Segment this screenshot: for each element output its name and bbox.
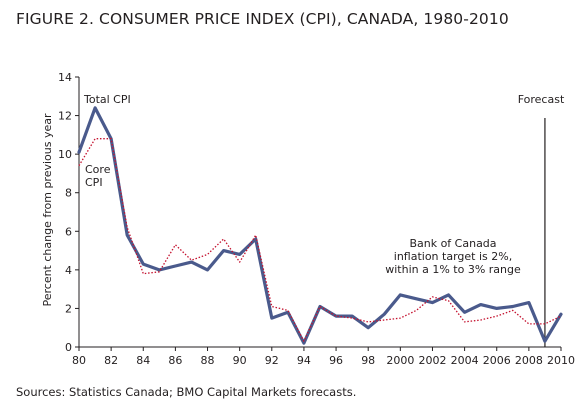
target-note-line2: inflation target is 2%, [394,250,512,263]
x-tick-label: 84 [136,354,150,367]
x-tick-label: 2002 [418,354,446,367]
total-cpi-label: Total CPI [83,93,131,106]
forecast-label: Forecast [518,93,565,106]
core-cpi-label-line2: CPI [85,176,103,189]
x-tick-label: 96 [329,354,343,367]
y-tick-label: 10 [58,148,72,161]
y-tick-label: 6 [65,225,72,238]
x-tick-label: 88 [201,354,215,367]
y-tick-label: 12 [58,110,72,123]
x-tick-label: 82 [104,354,118,367]
x-tick-label: 94 [297,354,311,367]
x-tick-label: 2010 [547,354,575,367]
series-layer [77,106,563,345]
y-tick-label: 0 [65,341,72,354]
y-axis: 0 2 4 6 8 10 12 14 [58,71,80,354]
y-axis-label: Percent change from previous year [41,113,54,307]
target-note-line3: within a 1% to 3% range [385,263,521,276]
plot-area: 0 2 4 6 8 10 12 14 80 82 84 86 88 90 92 94 96 98 2000 2002… [58,71,575,367]
cpi-chart: 0 2 4 6 8 10 12 14 80 82 84 86 88 90 92 94 96 98 2000 2002… [41,71,575,367]
x-tick-label: 2006 [483,354,511,367]
x-tick-label: 90 [233,354,247,367]
x-axis: 80 82 84 86 88 90 92 94 96 98 2000 2002 2004 2006 2008… [72,346,575,367]
x-tick-label: 92 [265,354,279,367]
x-tick-label: 2008 [515,354,543,367]
x-tick-label: 80 [72,354,86,367]
total-cpi-series-line [77,106,563,345]
source-note: Sources: Statistics Canada; BMO Capital … [16,385,357,399]
x-tick-label: 2000 [386,354,414,367]
y-tick-label: 2 [65,302,72,315]
x-tick-label: 2004 [451,354,479,367]
core-cpi-series-line [78,138,562,342]
target-note-line1: Bank of Canada [409,237,496,250]
core-cpi-label-line1: Core [85,163,111,176]
y-tick-label: 4 [65,264,72,277]
y-tick-label: 8 [65,187,72,200]
x-tick-label: 86 [168,354,182,367]
chart-title: FIGURE 2. CONSUMER PRICE INDEX (CPI), CA… [16,10,509,28]
y-tick-label: 14 [58,71,72,84]
x-tick-label: 98 [361,354,375,367]
